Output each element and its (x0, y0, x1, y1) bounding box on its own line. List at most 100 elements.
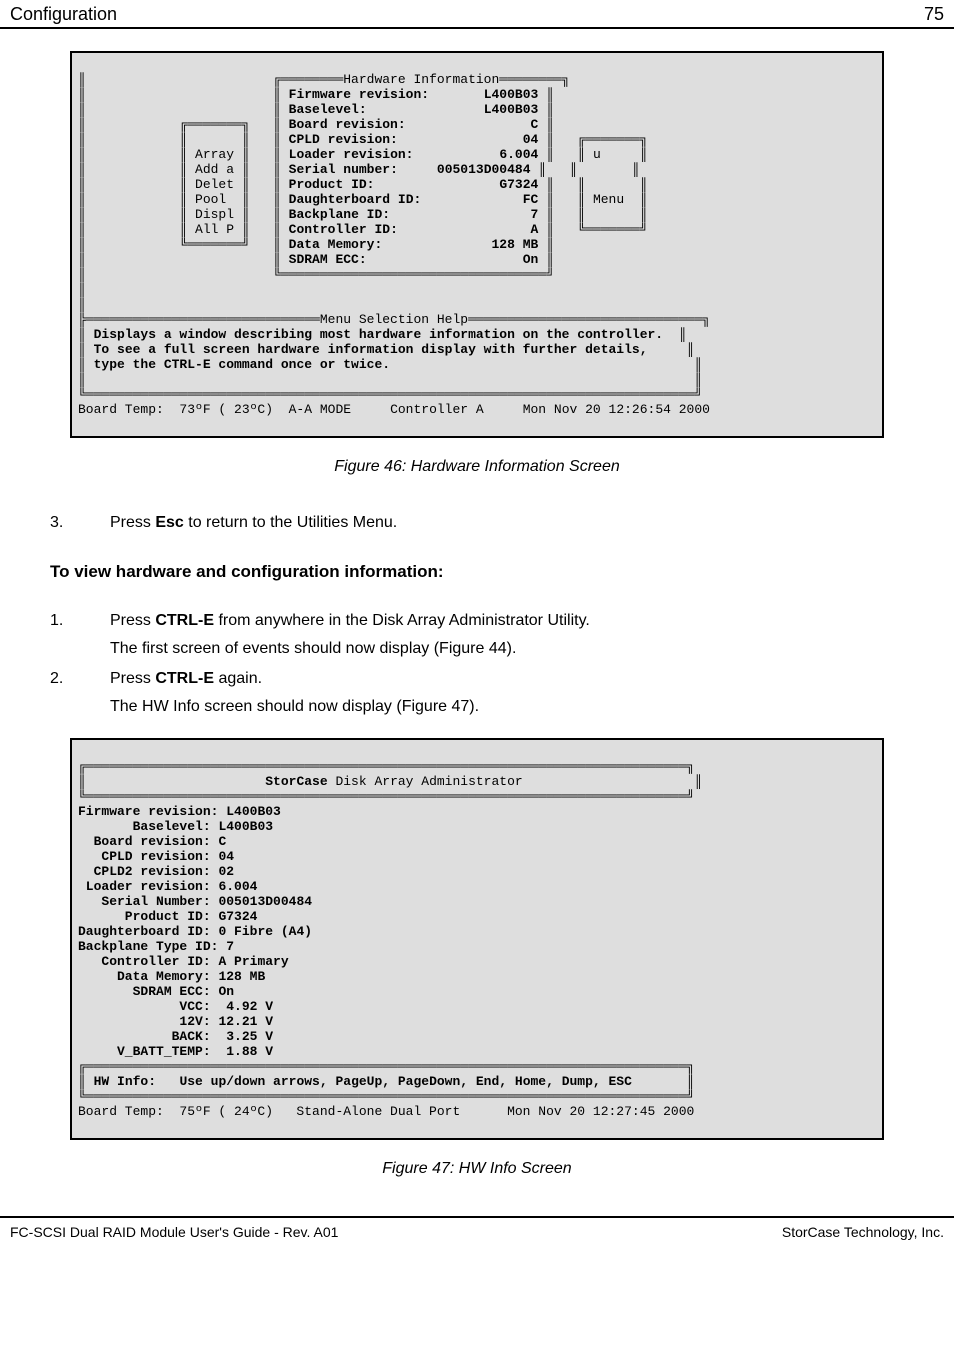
f47-l15a: 12V: (78, 1014, 211, 1029)
product-value: G7324 (499, 177, 538, 192)
status46-left: Board Temp: 73ºF ( 23ºC) A-A MODE (78, 402, 351, 417)
help-line2: To see a full screen hardware informatio… (94, 342, 648, 357)
hwinfo-text: Use up/down arrows, PageUp, PageDown, En… (179, 1074, 631, 1089)
section-heading: To view hardware and configuration infor… (50, 562, 954, 582)
f47-l10b: 7 (226, 939, 234, 954)
f47-l15b: 12.21 V (218, 1014, 273, 1029)
f47-l13b: On (218, 984, 234, 999)
controller-label: Controller ID: (289, 222, 398, 237)
data-mem-value: 128 MB (491, 237, 538, 252)
f47-l17b: 1.88 V (218, 1044, 273, 1059)
right-menu-u: u (593, 147, 601, 162)
step3-pre: Press (110, 514, 155, 531)
left-menu-displ: Displ (195, 207, 234, 222)
terminal47-content: ╔═══════════════════════════════════════… (78, 759, 876, 1119)
backplane-value: 7 (531, 207, 539, 222)
hwinfo-label: HW Info: (94, 1074, 156, 1089)
status46-right: Mon Nov 20 12:26:54 2000 (523, 402, 710, 417)
f47-l5a: CPLD2 revision: (78, 864, 211, 879)
step-3: 3. Press Esc to return to the Utilities … (50, 514, 904, 532)
header-left: Configuration (10, 4, 117, 25)
figure47-caption: Figure 47: HW Info Screen (0, 1160, 954, 1178)
step2-post: again. (214, 670, 262, 687)
status47-right: Mon Nov 20 12:27:45 2000 (507, 1104, 694, 1119)
f47-l4a: CPLD revision: (78, 849, 211, 864)
f47-l7a: Serial Number: (78, 894, 211, 909)
controller-value: A (531, 222, 539, 237)
daughter-label: Daughterboard ID: (289, 192, 422, 207)
f47-l1b: L400B03 (226, 804, 281, 819)
ctrl-e-key-2: CTRL-E (155, 670, 214, 687)
f47-l14a: VCC: (78, 999, 211, 1014)
help-title: Menu Selection Help (320, 312, 468, 327)
step2-indent: The HW Info screen should now display (F… (110, 698, 904, 716)
step2-pre: Press (110, 670, 155, 687)
f47-l14b: 4.92 V (218, 999, 273, 1014)
f47-l6b: 6.004 (218, 879, 257, 894)
board-rev-label: Board revision: (289, 117, 406, 132)
figure47-terminal: ╔═══════════════════════════════════════… (70, 738, 884, 1140)
product-label: Product ID: (289, 177, 375, 192)
f47-l7b: 005013D00484 (218, 894, 312, 909)
cpld-rev-label: CPLD revision: (289, 132, 398, 147)
f47-l9b: 0 Fibre (A4) (218, 924, 312, 939)
page-header: Configuration 75 (0, 0, 954, 29)
storcase-title: StorCase (265, 774, 327, 789)
step1-post: from anywhere in the Disk Array Administ… (214, 612, 590, 629)
f47-l16b: 3.25 V (218, 1029, 273, 1044)
header-right: 75 (924, 4, 944, 25)
f47-l12b: 128 MB (218, 969, 265, 984)
storcase-subtitle: Disk Array Administrator (328, 774, 523, 789)
status47-left: Board Temp: 75ºF ( 24ºC) Stand-Alone Dua… (78, 1104, 460, 1119)
step-2: 2. Press CTRL-E again. The HW Info scree… (50, 670, 904, 716)
sdram-label: SDRAM ECC: (289, 252, 367, 267)
f47-l6a: Loader revision: (78, 879, 211, 894)
f47-l2a: Baselevel: (78, 819, 211, 834)
ctrl-e-key-1: CTRL-E (155, 612, 214, 629)
footer-left: FC-SCSI Dual RAID Module User's Guide - … (10, 1224, 338, 1240)
serial-label: Serial number: (289, 162, 398, 177)
f47-l2b: L400B03 (218, 819, 273, 834)
f47-l9a: Daughterboard ID: (78, 924, 211, 939)
terminal46-content: ║ ╔════════Hardware Information════════╗… (78, 72, 876, 417)
serial-value: 005013D00484 (437, 162, 531, 177)
daughter-value: FC (523, 192, 539, 207)
f47-l3b: C (218, 834, 226, 849)
f47-l17a: V_BATT_TEMP: (78, 1044, 211, 1059)
f47-l3a: Board revision: (78, 834, 211, 849)
baselevel-value: L400B03 (484, 102, 539, 117)
step-1: 1. Press CTRL-E from anywhere in the Dis… (50, 612, 904, 658)
f47-l11a: Controller ID: (78, 954, 211, 969)
baselevel-label: Baselevel: (289, 102, 367, 117)
step2-num: 2. (50, 670, 110, 716)
left-menu-delet: Delet (195, 177, 234, 192)
f47-l1a: Firmware revision: (78, 804, 218, 819)
f47-l13a: SDRAM ECC: (78, 984, 211, 999)
help-line3: type the CTRL-E command once or twice. (94, 357, 390, 372)
backplane-label: Backplane ID: (289, 207, 390, 222)
f47-l11b: A Primary (218, 954, 288, 969)
loader-rev-value: 6.004 (499, 147, 538, 162)
f47-l10a: Backplane Type ID: (78, 939, 218, 954)
firmware-rev-value: L400B03 (484, 87, 539, 102)
loader-rev-label: Loader revision: (289, 147, 414, 162)
left-menu-pool: Pool (195, 192, 226, 207)
cpld-rev-value: 04 (523, 132, 539, 147)
board-rev-value: C (531, 117, 539, 132)
footer-right: StorCase Technology, Inc. (782, 1224, 944, 1240)
step1-num: 1. (50, 612, 110, 658)
hw-info-title: Hardware Information (343, 72, 499, 87)
figure46-caption: Figure 46: Hardware Information Screen (0, 458, 954, 476)
f47-l4b: 04 (218, 849, 234, 864)
f47-l16a: BACK: (78, 1029, 211, 1044)
figure46-terminal: ║ ╔════════Hardware Information════════╗… (70, 51, 884, 438)
sdram-value: On (523, 252, 539, 267)
f47-l8b: G7324 (218, 909, 257, 924)
step1-indent: The first screen of events should now di… (110, 640, 904, 658)
status46-mid: Controller A (390, 402, 484, 417)
esc-key: Esc (155, 514, 183, 531)
step3-num: 3. (50, 514, 110, 532)
firmware-rev-label: Firmware revision: (289, 87, 429, 102)
left-menu-allp: All P (195, 222, 234, 237)
step1-pre: Press (110, 612, 155, 629)
